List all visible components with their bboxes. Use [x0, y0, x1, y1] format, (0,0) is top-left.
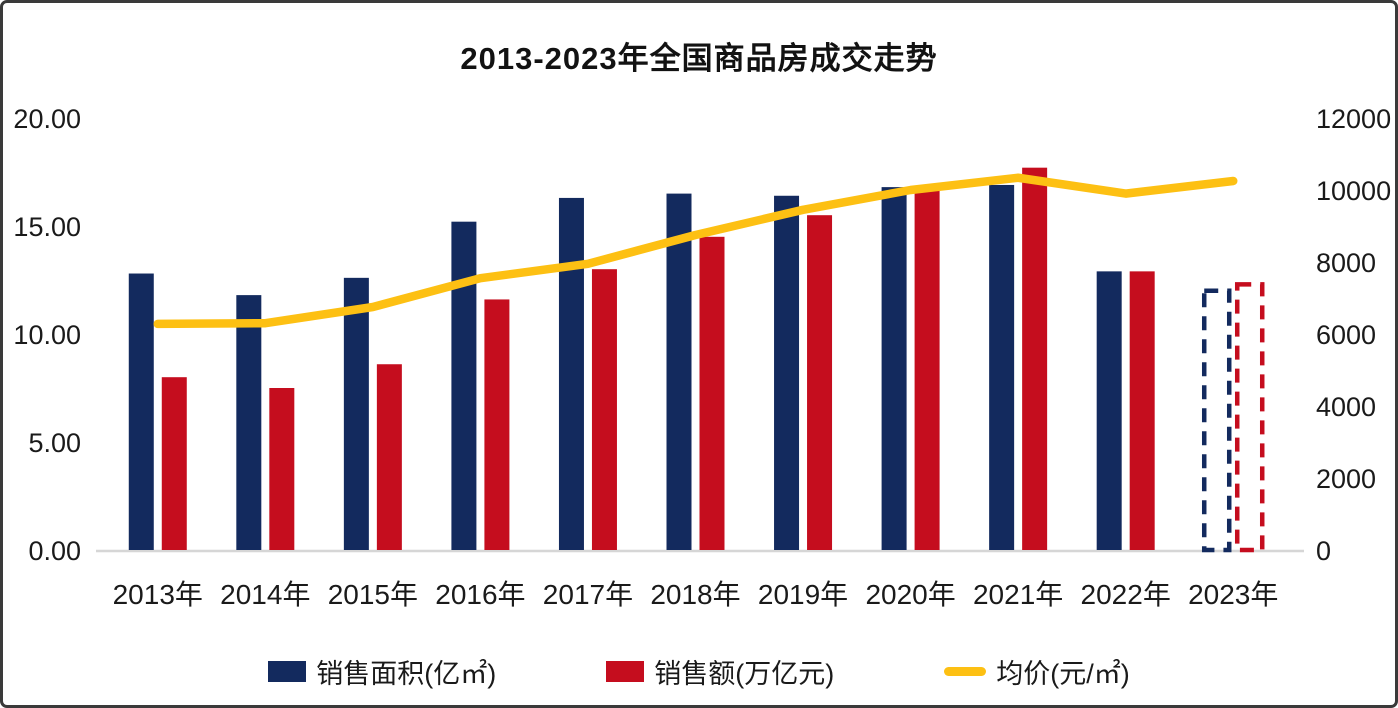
left-axis-tick-label: 15.00	[13, 212, 81, 242]
x-axis-label-2020: 2020年	[865, 579, 955, 610]
x-axis-label-2022: 2022年	[1081, 579, 1171, 610]
left-axis-tick-label: 10.00	[13, 320, 81, 350]
legend-swatch-sales-area	[268, 661, 307, 682]
chart-title: 2013-2023年全国商品房成交走势	[460, 41, 938, 76]
legend-label-avg-price: 均价(元/㎡)	[996, 659, 1130, 689]
legend-label-sales-amount: 销售额(万亿元)	[654, 659, 835, 689]
bar-sales-amount-2017	[591, 269, 617, 550]
left-axis-tick-label: 0.00	[28, 536, 81, 566]
x-axis-label-2018: 2018年	[650, 579, 740, 610]
avg-price-line	[153, 173, 1238, 329]
legend-swatch-sales-amount	[606, 661, 645, 682]
bar-sales-area-2020	[881, 187, 907, 550]
bar-sales-area-2015	[343, 277, 369, 550]
bar-sales-area-2014	[236, 295, 262, 550]
x-axis-label-2014: 2014年	[220, 579, 310, 610]
bar-sales-area-2022	[1096, 271, 1122, 550]
chart-legend: 销售面积(亿㎡) 销售额(万亿元) 均价(元/㎡)	[3, 652, 1395, 691]
chart-plot-area: 0.00 5.00 10.00 15.00 20.00 0 2000 4000 6000 8000…	[13, 104, 1391, 610]
bar-sales-amount-2023-forecast	[1234, 282, 1265, 553]
legend-label-sales-area: 销售面积(亿㎡)	[316, 659, 497, 689]
left-axis-tick-label: 20.00	[13, 104, 81, 134]
legend-swatch-avg-price-line	[944, 667, 987, 676]
bar-sales-area-2013	[128, 273, 154, 550]
bar-sales-amount-2015	[376, 364, 402, 550]
bar-sales-area-2017	[558, 197, 584, 551]
x-axis-label-2016: 2016年	[435, 579, 525, 610]
bar-sales-amount-2022	[1129, 271, 1155, 550]
right-axis-tick-label: 8000	[1316, 248, 1376, 278]
bar-sales-amount-2020	[914, 189, 940, 550]
x-axis-label-2013: 2013年	[113, 579, 203, 610]
bar-sales-area-2019	[774, 195, 800, 550]
bar-sales-amount-2016	[484, 299, 510, 550]
x-axis-label-2023: 2023年	[1188, 579, 1278, 610]
right-axis-tick-label: 10000	[1316, 176, 1391, 206]
right-axis-tick-label: 2000	[1316, 464, 1376, 494]
bar-sales-area-2023-forecast	[1201, 288, 1232, 553]
right-axis-tick-label: 6000	[1316, 320, 1376, 350]
right-axis-tick-label: 12000	[1316, 104, 1391, 134]
x-axis-label-2019: 2019年	[758, 579, 848, 610]
legend-item-sales-area: 销售面积(亿㎡)	[268, 652, 496, 691]
legend-item-avg-price: 均价(元/㎡)	[944, 652, 1130, 691]
bar-sales-amount-2018	[699, 236, 725, 551]
bar-sales-amount-2013	[161, 377, 187, 550]
bar-sales-area-2021	[989, 184, 1015, 550]
x-axis-label-2015: 2015年	[328, 579, 418, 610]
left-axis-tick-label: 5.00	[28, 428, 81, 458]
legend-item-sales-amount: 销售额(万亿元)	[606, 652, 834, 691]
x-axis-label-2017: 2017年	[543, 579, 633, 610]
x-axis-label-2021: 2021年	[973, 579, 1063, 610]
bar-sales-amount-2014	[269, 388, 295, 550]
right-axis-tick-label: 0	[1316, 536, 1331, 566]
right-axis-tick-label: 4000	[1316, 392, 1376, 422]
bar-sales-area-2018	[666, 193, 692, 550]
bar-sales-amount-2021	[1022, 167, 1048, 550]
bar-sales-amount-2019	[807, 215, 833, 550]
bar-sales-area-2016	[451, 221, 477, 550]
